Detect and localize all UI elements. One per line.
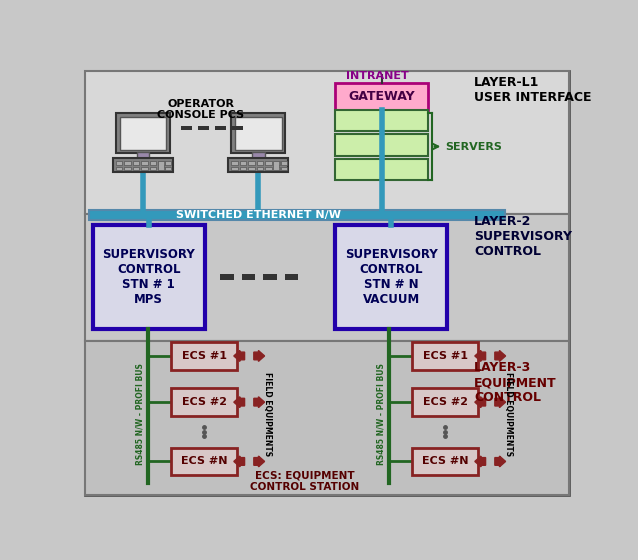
FancyArrow shape [495,456,505,467]
Bar [263,274,277,280]
FancyArrow shape [495,396,505,408]
Bar [257,161,263,165]
Bar [116,161,122,165]
FancyArrow shape [234,396,244,408]
FancyArrow shape [475,396,486,408]
Bar [133,161,139,165]
Bar [248,166,255,170]
Text: ECS: EQUIPMENT
CONTROL STATION: ECS: EQUIPMENT CONTROL STATION [250,470,359,492]
Text: ECS #2: ECS #2 [182,397,226,407]
Bar [242,274,255,280]
Bar [165,161,172,165]
Bar [252,152,265,158]
Bar [158,161,164,170]
Text: LAYER-2
SUPERVISORY
CONTROL: LAYER-2 SUPERVISORY CONTROL [474,215,572,258]
Bar [116,166,122,170]
Bar [165,166,172,170]
Bar [257,166,263,170]
Bar [150,161,156,165]
Text: ECS #N: ECS #N [422,456,468,466]
Bar [172,342,237,370]
Bar [142,166,147,170]
Text: ECS #1: ECS #1 [182,351,226,361]
Text: ECS #N: ECS #N [181,456,227,466]
Bar [336,159,428,180]
FancyArrow shape [475,351,486,361]
Text: RS485 N/W - PROFI BUS: RS485 N/W - PROFI BUS [135,363,144,465]
Bar [240,166,246,170]
Text: INTRANET: INTRANET [346,72,409,81]
Bar [412,388,478,416]
Bar [137,152,149,158]
Bar [172,447,237,475]
Bar [215,126,226,130]
Bar [85,213,568,340]
Text: ECS #2: ECS #2 [422,397,468,407]
Bar [336,225,447,329]
Text: FIELD EQUIPMENTS: FIELD EQUIPMENTS [263,372,272,456]
Bar [150,166,156,170]
Bar [412,447,478,475]
Text: OPERATOR
CONSOLE PCS: OPERATOR CONSOLE PCS [157,99,244,120]
Bar [158,161,165,165]
Bar [89,211,505,220]
Bar [336,110,428,131]
Bar [93,225,205,329]
Bar [285,274,299,280]
Bar [158,166,165,170]
Bar [172,388,237,416]
Bar [232,126,243,130]
Bar [265,166,272,170]
FancyArrow shape [254,396,265,408]
Bar [124,161,131,165]
Bar [336,82,428,110]
Text: SUPERVISORY
CONTROL
STN # N
VACUUM: SUPERVISORY CONTROL STN # N VACUUM [345,248,438,306]
Text: SWITCHED ETHERNET N/W: SWITCHED ETHERNET N/W [176,210,341,220]
Bar [133,166,139,170]
Text: LAYER-3
EQUIPMENT
CONTROL: LAYER-3 EQUIPMENT CONTROL [474,361,557,404]
Bar [181,126,192,130]
Bar [232,166,237,170]
Text: LAYER-L1
USER INTERFACE: LAYER-L1 USER INTERFACE [474,76,591,104]
FancyArrow shape [475,456,486,467]
Text: FIELD EQUIPMENTS: FIELD EQUIPMENTS [504,372,513,456]
Bar [265,161,272,165]
Text: SERVERS: SERVERS [445,142,503,152]
FancyArrow shape [254,351,265,361]
Bar [85,71,568,213]
Bar [116,113,170,153]
Bar [274,161,280,165]
Text: SUPERVISORY
CONTROL
STN # 1
MPS: SUPERVISORY CONTROL STN # 1 MPS [102,248,195,306]
Bar [232,113,285,153]
FancyArrow shape [254,456,265,467]
FancyArrow shape [234,351,244,361]
Bar [220,274,234,280]
Text: GATEWAY: GATEWAY [348,90,415,102]
Bar [412,342,478,370]
Bar [281,161,287,165]
Bar [336,134,428,156]
Bar [274,166,280,170]
Bar [124,166,131,170]
Bar [142,161,147,165]
Bar [228,158,288,172]
Bar [235,117,281,150]
Bar [232,161,237,165]
Bar [113,158,173,172]
Bar [273,161,279,170]
Bar [281,166,287,170]
Bar [248,161,255,165]
Text: ECS #1: ECS #1 [422,351,468,361]
Bar [198,126,209,130]
Bar [120,117,166,150]
Bar [240,161,246,165]
FancyArrow shape [495,351,505,361]
FancyArrow shape [234,456,244,467]
Text: RS485 N/W - PROFI BUS: RS485 N/W - PROFI BUS [376,363,385,465]
Bar [85,340,568,494]
